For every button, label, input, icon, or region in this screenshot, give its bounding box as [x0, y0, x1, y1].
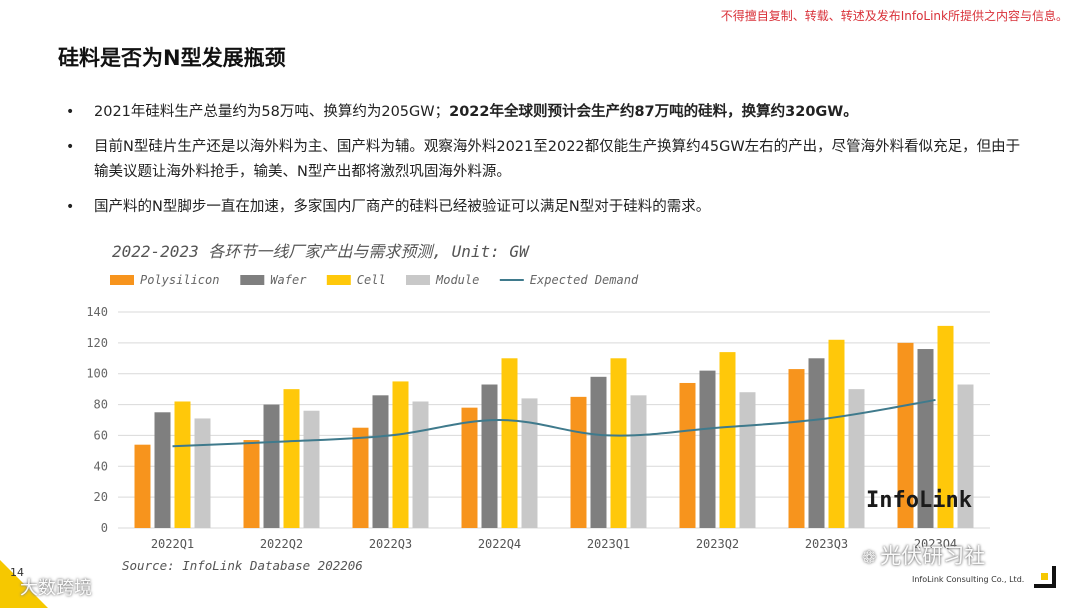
bullet-item: 2021年硅料生产总量约为58万吨、换算约为205GW；2022年全球则预计会生… — [64, 100, 1024, 125]
chart-title: 2022-2023 各环节一线厂家产出与需求预测, Unit: GW — [112, 242, 529, 261]
bullet-text: 2021年硅料生产总量约为58万吨、换算约为205GW； — [94, 104, 450, 120]
bar-module — [739, 392, 756, 528]
watermark-left-text: 大数跨境 — [20, 578, 92, 599]
y-tick-label: 100 — [86, 367, 108, 381]
legend-swatch — [110, 275, 134, 285]
bar-line-chart: 0 20 40 60 80 100 120 140 2022Q1 2022Q2 2022Q3 2022… — [86, 273, 990, 551]
bar-module — [630, 395, 647, 528]
y-tick-label: 40 — [94, 459, 108, 473]
bar-polysilicon — [243, 440, 260, 528]
line-expected-demand — [172, 398, 936, 448]
x-tick-label: 2022Q1 — [151, 537, 194, 551]
bullet-text-bold: 2022年全球则预计会生产约87万吨的硅料，换算约320GW。 — [449, 104, 858, 120]
infolink-logo: InfoLink — [866, 488, 972, 513]
bar-module — [957, 384, 974, 528]
bar-wafer — [481, 384, 498, 528]
x-tick-label: 2023Q4 — [914, 537, 957, 551]
source-note: Source: InfoLink Database 202206 — [122, 558, 363, 573]
bar-cell — [719, 352, 736, 528]
brand-corner-icon — [1034, 566, 1056, 588]
bar-module — [303, 410, 320, 528]
bullet-text: 目前N型硅片生产还是以海外料为主、国产料为辅。观察海外料2021至2022都仅能… — [94, 139, 1021, 180]
bullet-text: 国产料的N型脚步一直在加速，多家国内厂商产的硅料已经被验证可以满足N型对于硅料的… — [94, 199, 711, 215]
bar-cell — [283, 389, 300, 528]
legend-label: Module — [435, 273, 479, 287]
bar-cell — [392, 381, 409, 528]
company-name: InfoLink Consulting Co., Ltd. — [912, 575, 1025, 584]
bar-polysilicon — [461, 407, 478, 528]
x-tick-label: 2023Q2 — [696, 537, 739, 551]
bar-wafer — [699, 370, 716, 528]
bar-cell — [501, 358, 518, 528]
slide-title: 硅料是否为N型发展瓶颈 — [58, 46, 286, 70]
y-tick-label: 0 — [101, 521, 108, 535]
bullet-item: 目前N型硅片生产还是以海外料为主、国产料为辅。观察海外料2021至2022都仅能… — [64, 135, 1024, 185]
corner-decoration — [0, 560, 48, 608]
bar-cell — [174, 401, 191, 528]
bar-cell — [828, 339, 845, 528]
y-tick-label: 60 — [94, 428, 108, 442]
bar-wafer — [590, 376, 607, 528]
bar-wafer — [154, 412, 171, 528]
watermark-left: 大数跨境 — [20, 574, 92, 600]
bar-polysilicon — [134, 444, 151, 528]
bar-module — [848, 389, 865, 528]
x-tick-label: 2022Q4 — [478, 537, 521, 551]
bar-cell — [610, 358, 627, 528]
watermark-right-text: 光伏研习社 — [880, 544, 986, 568]
bullet-item: 国产料的N型脚步一直在加速，多家国内厂商产的硅料已经被验证可以满足N型对于硅料的… — [64, 195, 1024, 220]
y-tick-label: 80 — [94, 398, 108, 412]
legend-swatch — [326, 275, 351, 285]
legend-label: Expected Demand — [530, 273, 639, 287]
x-tick-label: 2022Q2 — [260, 537, 303, 551]
y-tick-label: 120 — [86, 336, 108, 350]
x-tick-label: 2023Q3 — [805, 537, 848, 551]
bullet-list: 2021年硅料生产总量约为58万吨、换算约为205GW；2022年全球则预计会生… — [64, 100, 1024, 230]
watermark-right: ❁ 光伏研习社 — [862, 540, 985, 570]
legend-label: Wafer — [270, 273, 307, 287]
copyright-notice: 不得擅自复制、转载、转述及发布InfoLink所提供之内容与信息。 — [720, 9, 1068, 23]
bar-polysilicon — [897, 342, 914, 528]
legend-swatch — [406, 275, 430, 285]
bar-polysilicon — [788, 369, 805, 528]
bar-cell — [937, 325, 954, 528]
x-tick-label: 2022Q3 — [369, 537, 412, 551]
bar-wafer — [372, 395, 389, 528]
bar-wafer — [263, 404, 280, 528]
wechat-icon: ❁ — [862, 548, 877, 568]
legend-label: Cell — [357, 273, 386, 287]
bar-polysilicon — [570, 396, 587, 528]
bar-wafer — [808, 358, 825, 528]
bar-module — [412, 401, 429, 528]
y-tick-label: 140 — [86, 305, 108, 319]
y-tick-label: 20 — [94, 490, 108, 504]
legend-label: Polysilicon — [140, 273, 219, 287]
x-tick-label: 2023Q1 — [587, 537, 630, 551]
bar-module — [521, 398, 538, 528]
page-number: 14 — [10, 566, 24, 579]
bar-module — [194, 418, 211, 528]
bar-polysilicon — [679, 382, 696, 528]
bar-polysilicon — [352, 427, 369, 528]
legend-swatch — [240, 275, 265, 285]
bar-wafer — [917, 349, 934, 528]
